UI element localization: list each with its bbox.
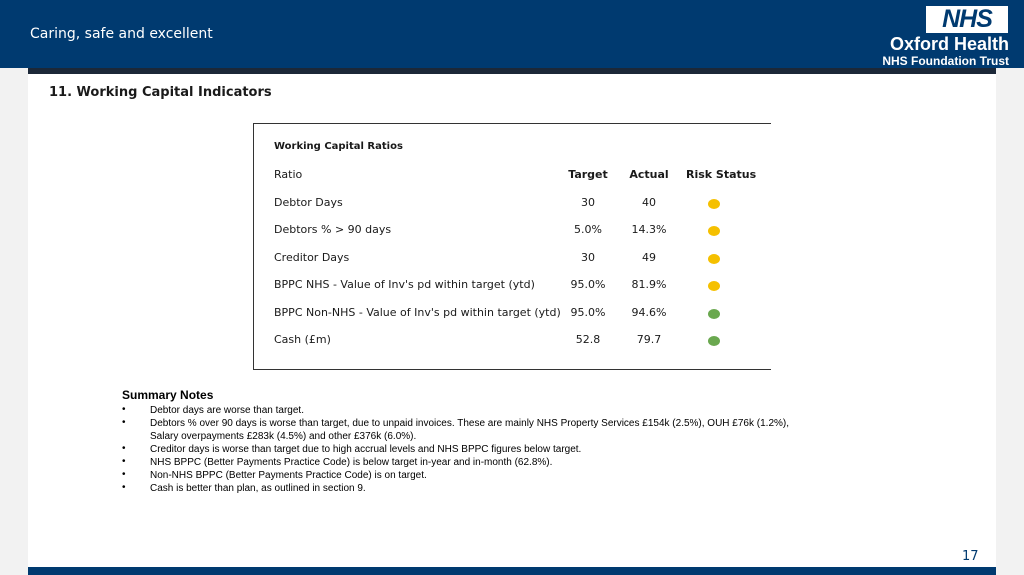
header-bar — [0, 0, 1024, 68]
column-header-ratio: Ratio — [274, 168, 303, 181]
org-name: Oxford Health — [889, 34, 1009, 54]
nhs-logo: NHS — [926, 6, 1008, 33]
slide-content — [28, 74, 996, 567]
summary-note: Salary overpayments £283k (4.5%) and oth… — [150, 431, 417, 442]
summary-note: Creditor days is worse than target due t… — [150, 444, 582, 455]
row-actual-value: 79.7 — [636, 333, 662, 346]
risk-status-amber-dot — [708, 198, 720, 209]
bullet-icon: • — [122, 443, 126, 454]
page-number: 17 — [962, 549, 979, 564]
summary-note: Non-NHS BPPC (Better Payments Practice C… — [150, 470, 427, 481]
row-ratio-label: Cash (£m) — [274, 333, 331, 346]
summary-note: Debtor days are worse than target. — [150, 405, 304, 416]
nhs-logo-text: NHS — [942, 5, 993, 33]
row-actual-value: 40 — [642, 195, 656, 209]
summary-note: NHS BPPC (Better Payments Practice Code)… — [150, 457, 553, 468]
row-target-value: 95.0% — [570, 278, 606, 291]
summary-note: Cash is better than plan, as outlined in… — [150, 483, 366, 494]
table-title: Working Capital Ratios — [274, 141, 403, 152]
risk-status-green-dot — [708, 336, 720, 346]
bullet-icon: • — [122, 417, 126, 428]
ratios-table-frame — [253, 123, 771, 370]
summary-note: Debtors % over 90 days is worse than tar… — [150, 418, 790, 429]
row-actual-value: 94.6% — [631, 305, 667, 319]
bullet-icon: • — [122, 456, 126, 467]
column-header-risk-status: Risk Status — [686, 168, 757, 181]
header-divider — [28, 68, 996, 74]
row-target-value: 5.0% — [574, 223, 602, 236]
row-ratio-label: Debtors % > 90 days — [274, 223, 392, 236]
risk-status-green-dot — [708, 308, 720, 319]
footer-bar — [28, 567, 996, 575]
row-ratio-label: Creditor Days — [274, 250, 350, 264]
org-subtitle: NHS Foundation Trust — [882, 54, 1009, 68]
bullet-icon: • — [122, 404, 126, 415]
row-target-value: 52.8 — [575, 333, 601, 346]
row-ratio-label: BPPC Non-NHS - Value of Inv's pd within … — [274, 305, 561, 319]
column-header-target: Target — [568, 168, 608, 181]
column-header-actual: Actual — [629, 168, 669, 181]
row-ratio-label: BPPC NHS - Value of Inv's pd within targ… — [274, 278, 535, 291]
bullet-icon: • — [122, 469, 126, 480]
row-ratio-label: Debtor Days — [274, 195, 343, 209]
tagline: Caring, safe and excellent — [30, 26, 213, 42]
summary-title: Summary Notes — [122, 388, 214, 402]
row-target-value: 30 — [581, 250, 595, 264]
row-actual-value: 49 — [642, 250, 656, 264]
row-target-value: 95.0% — [570, 305, 606, 319]
risk-status-amber-dot — [708, 226, 720, 236]
row-actual-value: 14.3% — [631, 223, 667, 236]
bullet-icon: • — [122, 482, 126, 493]
row-target-value: 30 — [581, 195, 595, 209]
row-actual-value: 81.9% — [631, 278, 667, 291]
risk-status-amber-dot — [708, 253, 720, 264]
section-title: 11. Working Capital Indicators — [49, 85, 272, 100]
risk-status-amber-dot — [708, 281, 720, 291]
